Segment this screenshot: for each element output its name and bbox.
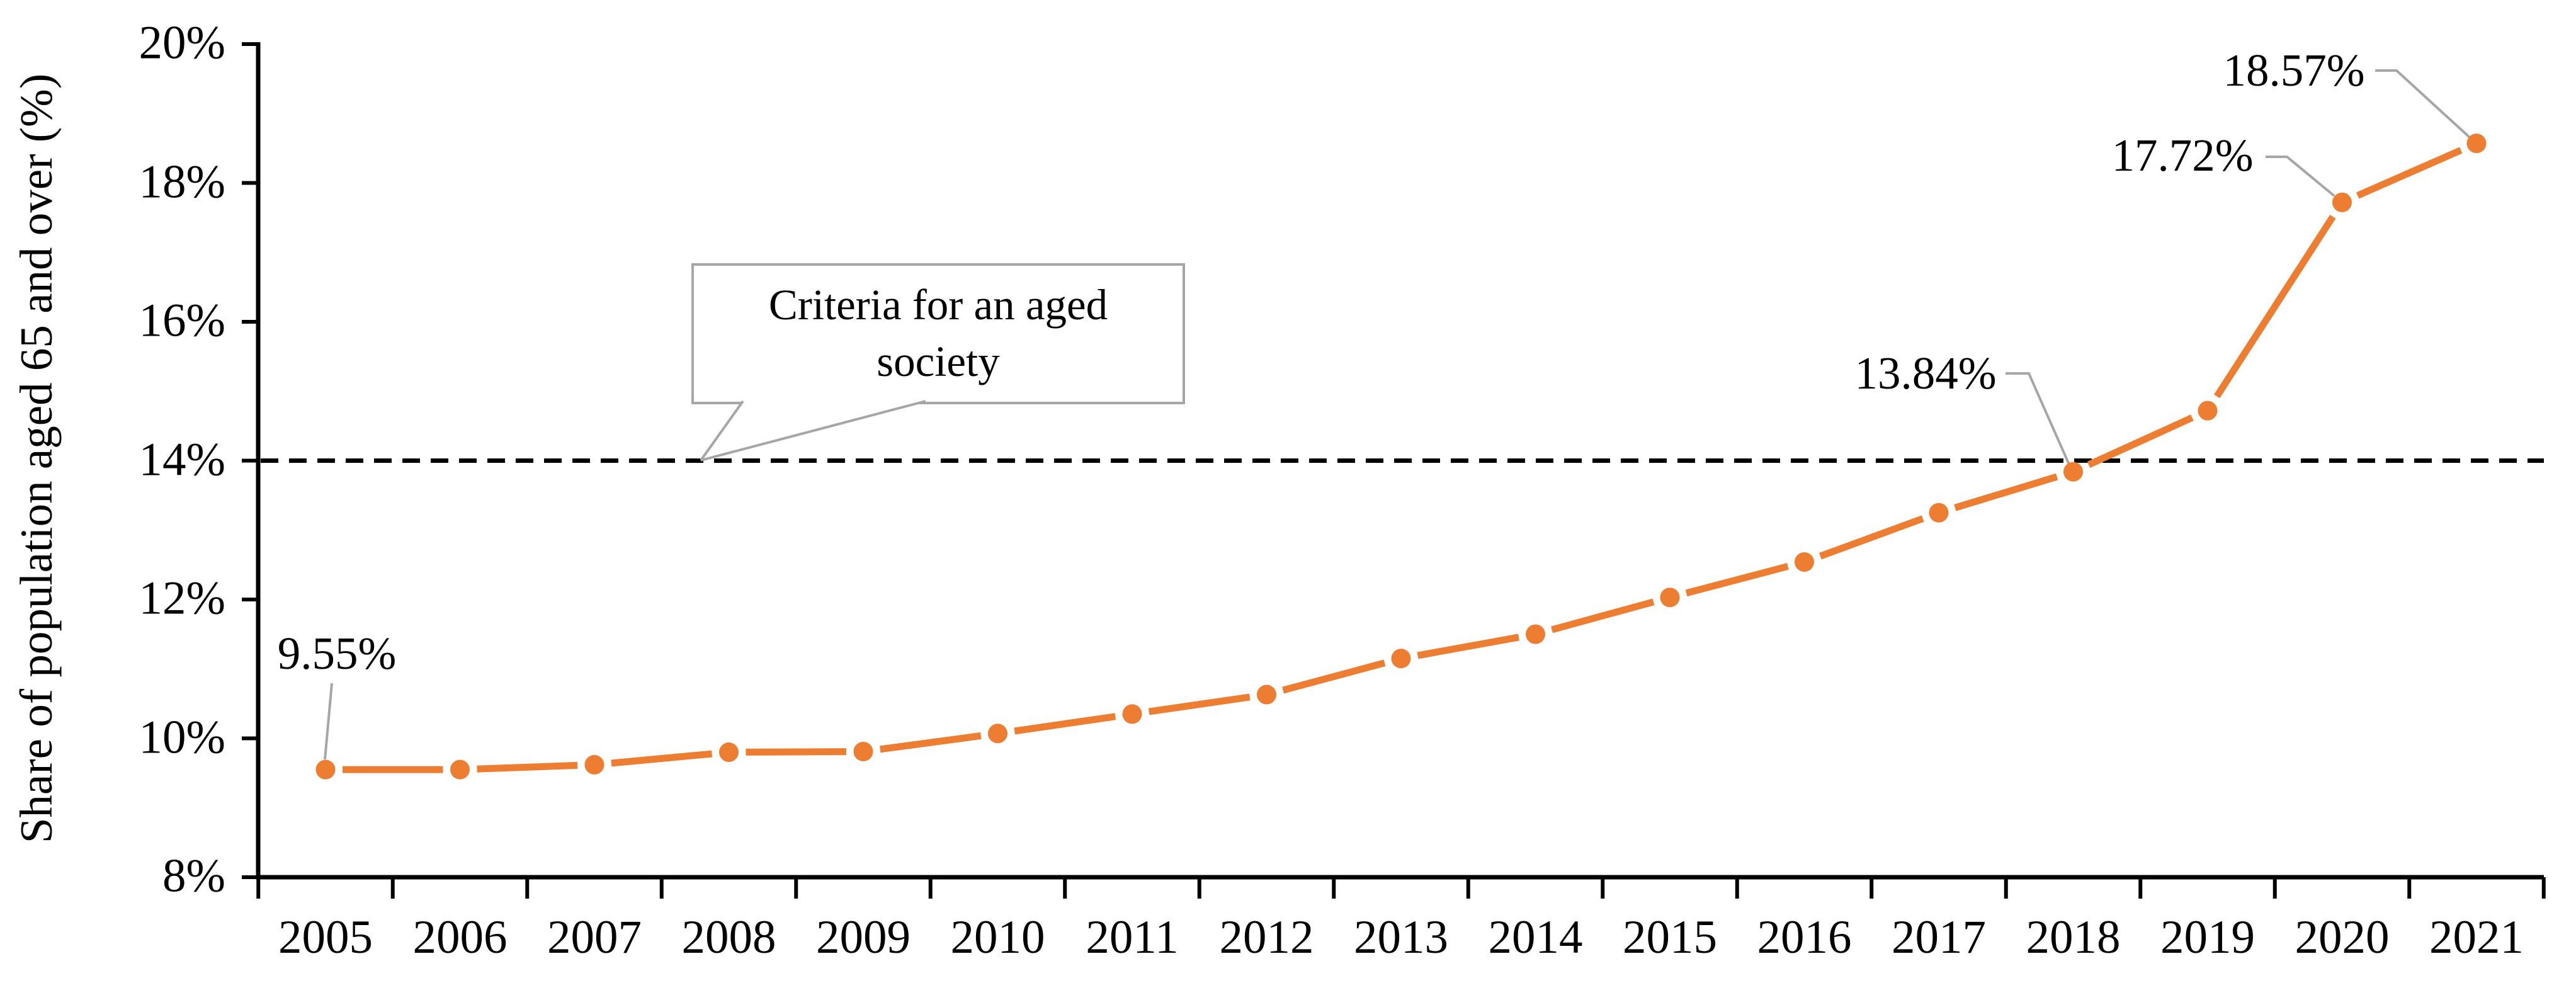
x-tick-label-2005: 2005 xyxy=(278,911,373,963)
data-point-2016 xyxy=(1795,552,1814,572)
data-point-2012 xyxy=(1257,685,1276,705)
data-point-2009 xyxy=(853,741,873,761)
line-segment-2018-2019 xyxy=(2087,414,2194,468)
data-point-2007 xyxy=(584,754,604,775)
data-point-2005 xyxy=(315,759,336,780)
data-label-2020: 17.72% xyxy=(2111,130,2254,181)
data-point-2011 xyxy=(1122,704,1142,724)
data-point-2010 xyxy=(988,724,1007,744)
aged-society-callout: Criteria for an aged society xyxy=(693,264,1184,403)
data-point-2006 xyxy=(450,759,470,780)
data-point-2020 xyxy=(2332,192,2352,212)
x-tick-label-2009: 2009 xyxy=(816,911,911,963)
y-tick-label-8%: 8% xyxy=(162,849,225,902)
line-segment-2013-2014 xyxy=(1417,634,1519,659)
data-label-2021: 18.57% xyxy=(2223,45,2365,96)
y-tick-label-14%: 14% xyxy=(139,433,225,486)
x-tick-label-2016: 2016 xyxy=(1757,911,1852,963)
y-tick-label-10%: 10% xyxy=(139,710,225,763)
y-tick-label-20%: 20% xyxy=(139,16,225,69)
line-segment-2006-2007 xyxy=(477,761,578,773)
x-tick-label-2017: 2017 xyxy=(1892,911,1986,963)
line-segment-2019-2020 xyxy=(2214,215,2336,399)
data-label-2005: 9.55% xyxy=(277,628,397,679)
x-tick-label-2010: 2010 xyxy=(950,911,1045,963)
x-tick-label-2014: 2014 xyxy=(1488,911,1583,963)
data-point-2015 xyxy=(1660,588,1680,608)
line-segment-2012-2013 xyxy=(1282,659,1386,694)
line-segment-2009-2010 xyxy=(880,732,982,753)
leader-line-2020 xyxy=(2266,156,2335,197)
data-point-2019 xyxy=(2198,401,2218,421)
callout-tail-right-edge xyxy=(700,400,926,462)
line-segment-2007-2008 xyxy=(611,750,713,767)
x-tick-label-2007: 2007 xyxy=(547,911,642,963)
x-tick-label-2011: 2011 xyxy=(1086,911,1179,963)
x-tick-label-2018: 2018 xyxy=(2026,911,2121,963)
x-tick-label-2006: 2006 xyxy=(412,911,508,963)
line-segment-2014-2015 xyxy=(1551,598,1655,634)
data-point-2014 xyxy=(1526,624,1545,644)
x-tick-label-2015: 2015 xyxy=(1623,911,1717,963)
callout-text-line2: society xyxy=(877,338,1000,385)
line-segment-2010-2011 xyxy=(1014,713,1116,735)
data-label-2018: 13.84% xyxy=(1854,348,1997,399)
line-segment-2016-2017 xyxy=(1819,515,1924,560)
leader-line-2021 xyxy=(2375,69,2471,139)
x-tick-label-2019: 2019 xyxy=(2160,911,2255,963)
line-segment-2017-2018 xyxy=(1954,473,2058,511)
leader-line-2018 xyxy=(2006,372,2072,468)
leader-line-2005 xyxy=(324,683,333,760)
y-tick-label-12%: 12% xyxy=(139,572,225,625)
y-tick-label-18%: 18% xyxy=(139,155,225,208)
data-point-2021 xyxy=(2466,134,2487,154)
line-segment-2008-2009 xyxy=(746,748,847,756)
line-segment-2011-2012 xyxy=(1148,693,1251,715)
x-tick-label-2013: 2013 xyxy=(1354,911,1448,963)
data-point-2008 xyxy=(719,742,739,763)
x-tick-label-2008: 2008 xyxy=(681,911,776,963)
line-segment-2015-2016 xyxy=(1685,563,1789,597)
callout-text-line1: Criteria for an aged xyxy=(768,281,1108,329)
x-tick-label-2020: 2020 xyxy=(2295,911,2390,963)
line-segment-2020-2021 xyxy=(2356,147,2463,199)
data-point-2013 xyxy=(1391,649,1411,669)
x-tick-label-2012: 2012 xyxy=(1219,911,1314,963)
y-tick-label-16%: 16% xyxy=(139,294,225,347)
x-tick-label-2021: 2021 xyxy=(2429,911,2524,963)
data-point-2018 xyxy=(2063,462,2083,482)
callout-box xyxy=(691,263,1185,404)
callout-tail-left-edge xyxy=(700,400,744,462)
data-point-2017 xyxy=(1929,503,1949,523)
